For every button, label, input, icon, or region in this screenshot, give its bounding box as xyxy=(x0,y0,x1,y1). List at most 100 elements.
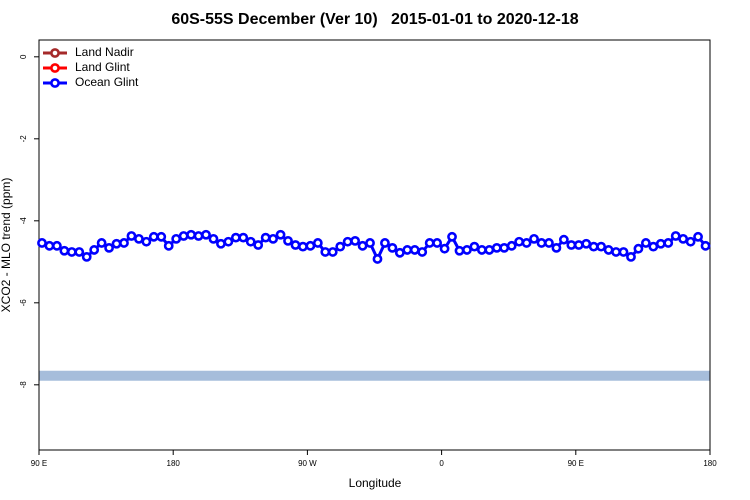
data-point xyxy=(462,245,472,255)
data-point xyxy=(134,233,144,244)
x-tick-label: 180 xyxy=(167,459,181,468)
legend-label: Land Glint xyxy=(75,60,130,74)
data-point xyxy=(581,238,592,249)
data-point xyxy=(387,242,398,253)
data-point xyxy=(409,245,420,255)
data-point xyxy=(148,231,159,242)
data-point xyxy=(380,238,390,248)
data-point xyxy=(320,247,331,257)
data-point xyxy=(596,241,607,252)
data-point xyxy=(44,240,55,251)
legend-label: Ocean Glint xyxy=(75,75,139,89)
data-point xyxy=(678,233,689,244)
data-point xyxy=(37,238,47,248)
data-point xyxy=(290,240,301,250)
data-point xyxy=(566,240,577,250)
data-point xyxy=(685,236,696,247)
data-point xyxy=(298,241,308,252)
x-tick-label: 0 xyxy=(439,459,444,468)
data-point xyxy=(342,236,353,247)
data-point xyxy=(469,241,480,252)
data-point xyxy=(633,243,644,254)
y-tick-label: 0 xyxy=(19,54,28,59)
x-tick-label: 90 W xyxy=(298,459,317,468)
x-axis-label: Longitude xyxy=(349,476,402,490)
data-point xyxy=(312,238,323,248)
data-point xyxy=(201,229,211,240)
y-axis-label: XCO2 - MLO trend (ppm) xyxy=(0,178,13,313)
data-point xyxy=(59,245,70,256)
data-point xyxy=(74,247,85,257)
data-point xyxy=(51,240,62,251)
data-point xyxy=(544,238,554,248)
y-tick-label: -2 xyxy=(19,135,28,143)
data-point xyxy=(126,231,137,241)
data-point xyxy=(447,231,457,242)
data-point xyxy=(514,236,525,247)
data-point xyxy=(350,235,361,246)
data-point xyxy=(611,247,621,257)
data-point xyxy=(484,245,495,255)
data-point xyxy=(81,251,92,262)
data-point xyxy=(171,233,182,244)
data-point xyxy=(529,233,539,244)
data-point xyxy=(454,245,465,256)
data-point xyxy=(245,236,256,247)
y-tick-label: -6 xyxy=(19,299,28,307)
data-point xyxy=(156,231,167,242)
data-point xyxy=(439,243,450,254)
data-point xyxy=(700,240,711,251)
data-point xyxy=(327,247,338,257)
data-point xyxy=(119,238,129,248)
legend-marker xyxy=(50,78,60,88)
data-point xyxy=(424,238,435,248)
data-point xyxy=(663,238,674,248)
data-point xyxy=(432,238,443,248)
data-point xyxy=(648,241,659,252)
data-point xyxy=(253,240,264,250)
data-point xyxy=(186,229,196,240)
data-point xyxy=(573,240,584,250)
data-point xyxy=(693,231,703,242)
data-point xyxy=(618,247,629,257)
x-tick-label: 180 xyxy=(703,459,717,468)
legend-marker xyxy=(50,48,60,58)
x-tick-label: 90 E xyxy=(31,459,47,468)
legend-label: Land Nadir xyxy=(75,45,134,59)
data-point xyxy=(655,238,666,249)
data-point xyxy=(216,238,226,249)
data-point xyxy=(111,238,122,249)
data-point xyxy=(104,242,114,253)
data-point xyxy=(275,229,286,240)
data-point xyxy=(626,251,636,262)
x-tick-label: 90 E xyxy=(568,459,584,468)
data-point xyxy=(208,233,219,244)
data-point xyxy=(283,235,293,246)
data-point xyxy=(268,233,279,244)
data-point xyxy=(521,238,532,248)
data-point xyxy=(402,245,413,255)
data-point xyxy=(394,247,405,258)
data-point xyxy=(66,247,77,257)
y-tick-label: -8 xyxy=(19,381,28,389)
data-point xyxy=(163,240,174,251)
legend-marker xyxy=(50,63,60,73)
data-point xyxy=(230,232,241,243)
data-point xyxy=(506,240,517,251)
data-point xyxy=(357,240,368,251)
data-point xyxy=(141,236,152,247)
chart-title: 60S-55S December (Ver 10) 2015-01-01 to … xyxy=(171,11,578,28)
data-point xyxy=(603,245,614,255)
data-point xyxy=(499,242,510,253)
data-point xyxy=(491,242,502,253)
data-point xyxy=(193,231,204,241)
data-point xyxy=(640,238,651,248)
data-point xyxy=(670,231,681,241)
data-point xyxy=(558,234,569,245)
data-point xyxy=(238,232,249,243)
data-point xyxy=(178,231,189,241)
data-point xyxy=(417,247,428,257)
y-tick-label: -4 xyxy=(19,217,28,225)
data-point xyxy=(372,254,383,264)
